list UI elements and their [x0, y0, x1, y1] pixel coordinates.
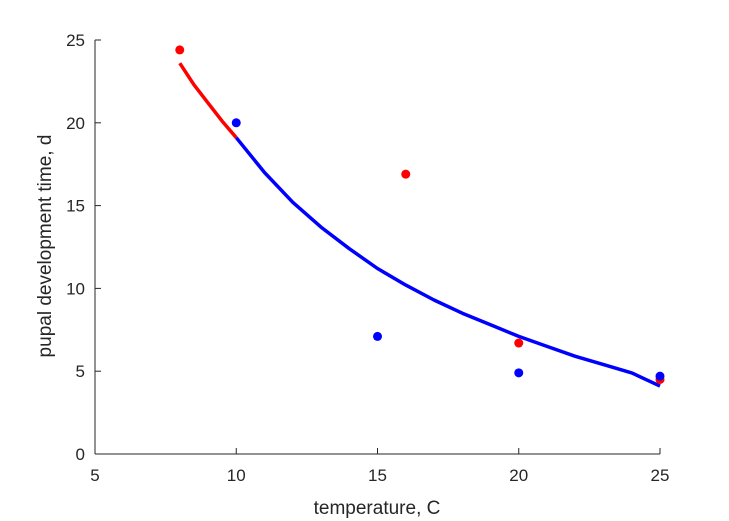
x-tick-label: 15 [368, 466, 387, 485]
x-tick-label: 20 [509, 466, 528, 485]
y-tick-label: 5 [76, 362, 85, 381]
data-point [401, 169, 411, 179]
data-point [373, 331, 382, 341]
data-point [514, 338, 524, 348]
fit-line-3 [234, 136, 661, 388]
data-points [175, 45, 665, 384]
data-point [514, 368, 524, 378]
y-axis-label: pupal development time, d [35, 135, 56, 358]
x-tick-label: 25 [651, 466, 670, 485]
data-point [175, 45, 185, 55]
data-point [655, 371, 665, 381]
fit-lines [178, 62, 661, 388]
y-tick-label: 25 [66, 31, 85, 50]
x-tick-label: 5 [90, 466, 99, 485]
y-tick-label: 15 [66, 197, 85, 216]
y-tick-label: 20 [66, 114, 85, 133]
data-point [231, 118, 241, 128]
x-tick-label: 10 [227, 466, 246, 485]
y-tick-label: 0 [76, 445, 85, 464]
y-tick-label: 10 [66, 279, 85, 298]
fit-line-2 [178, 62, 238, 139]
x-axis-label: temperature, C [314, 498, 441, 519]
